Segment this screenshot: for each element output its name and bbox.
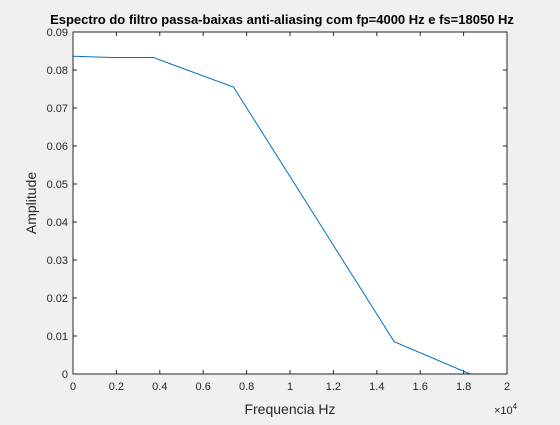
y-tick-label: 0.05	[47, 179, 68, 191]
y-tick-label: 0.04	[47, 217, 68, 229]
y-tick-label: 0.09	[47, 27, 68, 39]
y-tick-label: 0.06	[47, 141, 68, 153]
x-tick-label: 1.8	[456, 381, 471, 393]
y-tick-label: 0	[62, 369, 68, 381]
y-tick-label: 0.02	[47, 293, 68, 305]
axis-ticks: 0 0.2 0.4 0.6 0.8 1 1.2 1.4 1.6 1.8 2 0 0.01 0.02 0.03…	[47, 27, 510, 393]
plot-area	[73, 32, 507, 374]
x-tick-label: 1	[287, 381, 293, 393]
x-axis-exponent: ×104	[494, 402, 518, 417]
x-tick-label: 0.4	[152, 381, 167, 393]
series-line	[72, 55, 471, 375]
x-tick-label: 0.6	[196, 381, 211, 393]
x-tick-label: 0.8	[239, 381, 254, 393]
x-axis-label: Frequencia Hz	[244, 401, 335, 417]
x-tick-label: 2	[504, 381, 510, 393]
y-tick-label: 0.07	[47, 103, 68, 115]
x-tick-label: 1.6	[413, 381, 428, 393]
chart-title: Espectro do filtro passa-baixas anti-ali…	[50, 12, 514, 27]
y-tick-label: 0.03	[47, 255, 68, 267]
y-axis-label: Amplitude	[23, 172, 39, 234]
y-tick-label: 0.01	[47, 331, 68, 343]
x-tick-label: 1.2	[326, 381, 341, 393]
x-tick-label: 0.2	[109, 381, 124, 393]
axes-box	[72, 31, 508, 375]
y-tick-label: 0.08	[47, 65, 68, 77]
x-tick-label: 1.4	[369, 381, 384, 393]
x-tick-label: 0	[70, 381, 76, 393]
